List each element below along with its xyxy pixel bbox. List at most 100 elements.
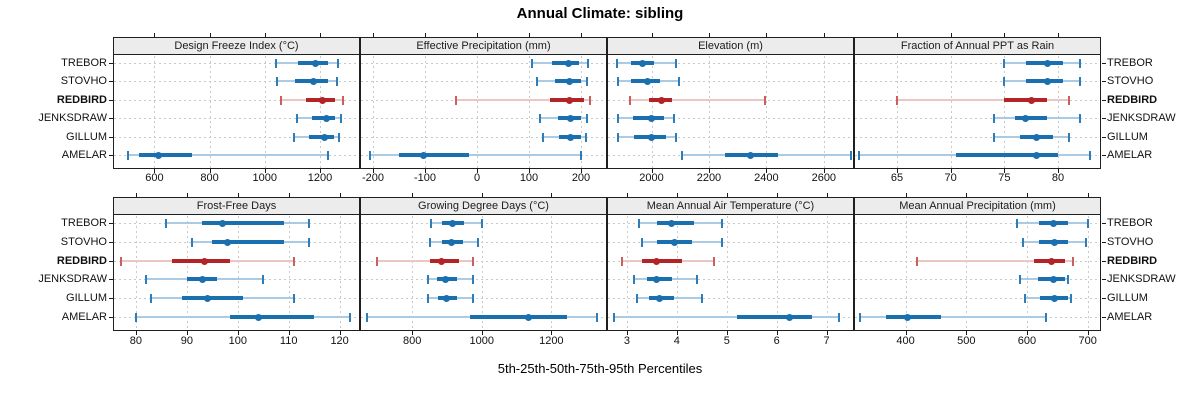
axis-tick-label: 100 [228, 335, 247, 347]
interquartile-bar [139, 153, 192, 157]
axis-tick-top [676, 193, 678, 197]
median-dot [1049, 220, 1057, 227]
whisker-cap-95th [327, 151, 330, 160]
whisker-cap-95th [339, 114, 342, 124]
axis-tick-bottom [950, 169, 952, 173]
gridline-vertical [288, 216, 290, 330]
median-dot [567, 115, 575, 123]
whisker-cap-95th [342, 95, 345, 105]
gridline-vertical [551, 216, 553, 330]
axis-tick-top [726, 193, 728, 197]
whisker-cap-95th [589, 95, 592, 105]
axis-tick-label: 500 [957, 335, 976, 347]
axis-tick-bottom [676, 331, 678, 335]
site-label-right: TREBOR [1107, 217, 1153, 229]
axis-tick-row-right [1102, 260, 1106, 262]
gridline-horizontal [361, 63, 606, 64]
gridline-horizontal [855, 118, 1100, 120]
axis-tick-bottom [905, 331, 907, 335]
gridline-vertical [950, 56, 952, 168]
axis-tick-top [288, 193, 290, 197]
whisker-cap-5th [276, 77, 279, 87]
axis-tick-row-right [1102, 99, 1106, 101]
axis-tick-label: 110 [279, 335, 298, 347]
whisker-cap-5th [617, 132, 620, 142]
median-dot [653, 257, 661, 265]
axis-tick-label: 120 [330, 335, 349, 347]
interquartile-bar [1004, 97, 1048, 102]
whisker-cap-95th [677, 77, 680, 87]
axis-tick-label: 200 [571, 172, 591, 184]
whisker-cap-5th [134, 313, 137, 322]
whisker-cap-95th [1072, 256, 1075, 266]
axis-tick-label: 600 [1017, 335, 1037, 347]
interquartile-bar [399, 153, 470, 157]
whisker-cap-5th [640, 237, 643, 247]
site-label-right: JENKSDRAW [1107, 273, 1176, 286]
percentile-whisker [614, 316, 840, 318]
gridline-vertical [425, 56, 426, 168]
site-label-left: GILLUM [66, 292, 107, 305]
gridline-horizontal [114, 63, 359, 64]
gridline-vertical [823, 56, 825, 168]
axis-tick-top [186, 193, 188, 197]
axis-tick-row-left [109, 118, 113, 120]
axis-tick-bottom [154, 169, 156, 173]
axis-tick-row-right [1102, 223, 1106, 224]
gridline-horizontal [855, 279, 1100, 281]
whisker-cap-95th [673, 114, 676, 124]
whisker-cap-95th [595, 313, 598, 322]
whisker-cap-5th [1003, 59, 1006, 68]
gridline-horizontal [608, 118, 853, 120]
axis-tick-top [776, 193, 778, 197]
axis-tick-label: 1200 [307, 172, 333, 184]
axis-tick-top [1026, 193, 1028, 197]
axis-tick-bottom [1087, 331, 1089, 335]
axis-tick-bottom [776, 331, 778, 335]
median-dot [785, 314, 793, 321]
site-label-left: REDBIRD [56, 254, 107, 267]
site-label-left: STOVHO [60, 235, 107, 248]
whisker-cap-5th [150, 294, 153, 304]
whisker-cap-95th [695, 275, 698, 285]
axis-tick-top [950, 33, 952, 37]
median-dot [658, 96, 666, 104]
median-dot [309, 78, 317, 86]
whisker-cap-5th [680, 151, 683, 160]
axis-tick-top [237, 193, 239, 197]
whisker-cap-5th [295, 114, 298, 124]
panel-body [360, 215, 607, 331]
axis-tick-top [551, 193, 553, 197]
whisker-cap-5th [613, 313, 616, 322]
axis-tick-row-left [109, 99, 113, 101]
whisker-cap-5th [190, 237, 193, 247]
whisker-cap-5th [915, 256, 918, 266]
site-label-left: STOVHO [60, 75, 107, 88]
gridline-vertical [209, 56, 211, 168]
axis-tick-row-left [109, 223, 113, 224]
gridline-horizontal [361, 223, 606, 224]
axis-tick-bottom [1004, 169, 1006, 173]
interquartile-bar [656, 221, 695, 225]
axis-tick-row-left [109, 81, 113, 83]
median-dot [1033, 133, 1041, 141]
axis-tick-row-left [109, 298, 113, 300]
whisker-cap-5th [859, 313, 862, 322]
site-label-left: JENKSDRAW [38, 273, 107, 286]
site-label-right: JENKSDRAW [1107, 112, 1176, 125]
axis-tick-row-right [1102, 63, 1106, 64]
gridline-vertical [1058, 56, 1060, 168]
whisker-cap-5th [426, 294, 429, 304]
axis-tick-top [581, 33, 582, 37]
axis-tick-top [319, 33, 321, 37]
whisker-cap-5th [616, 59, 619, 68]
axis-tick-bottom [826, 331, 828, 335]
site-label-left: JENKSDRAW [38, 112, 107, 125]
axis-tick-row-right [1102, 241, 1106, 243]
gridline-vertical [896, 56, 898, 168]
x-axis-label: 5th-25th-50th-75th-95th Percentiles [497, 361, 703, 376]
axis-tick-label: 2000 [639, 172, 664, 184]
gridline-horizontal [608, 241, 853, 243]
whisker-cap-5th [1024, 294, 1027, 304]
median-dot [254, 314, 262, 321]
